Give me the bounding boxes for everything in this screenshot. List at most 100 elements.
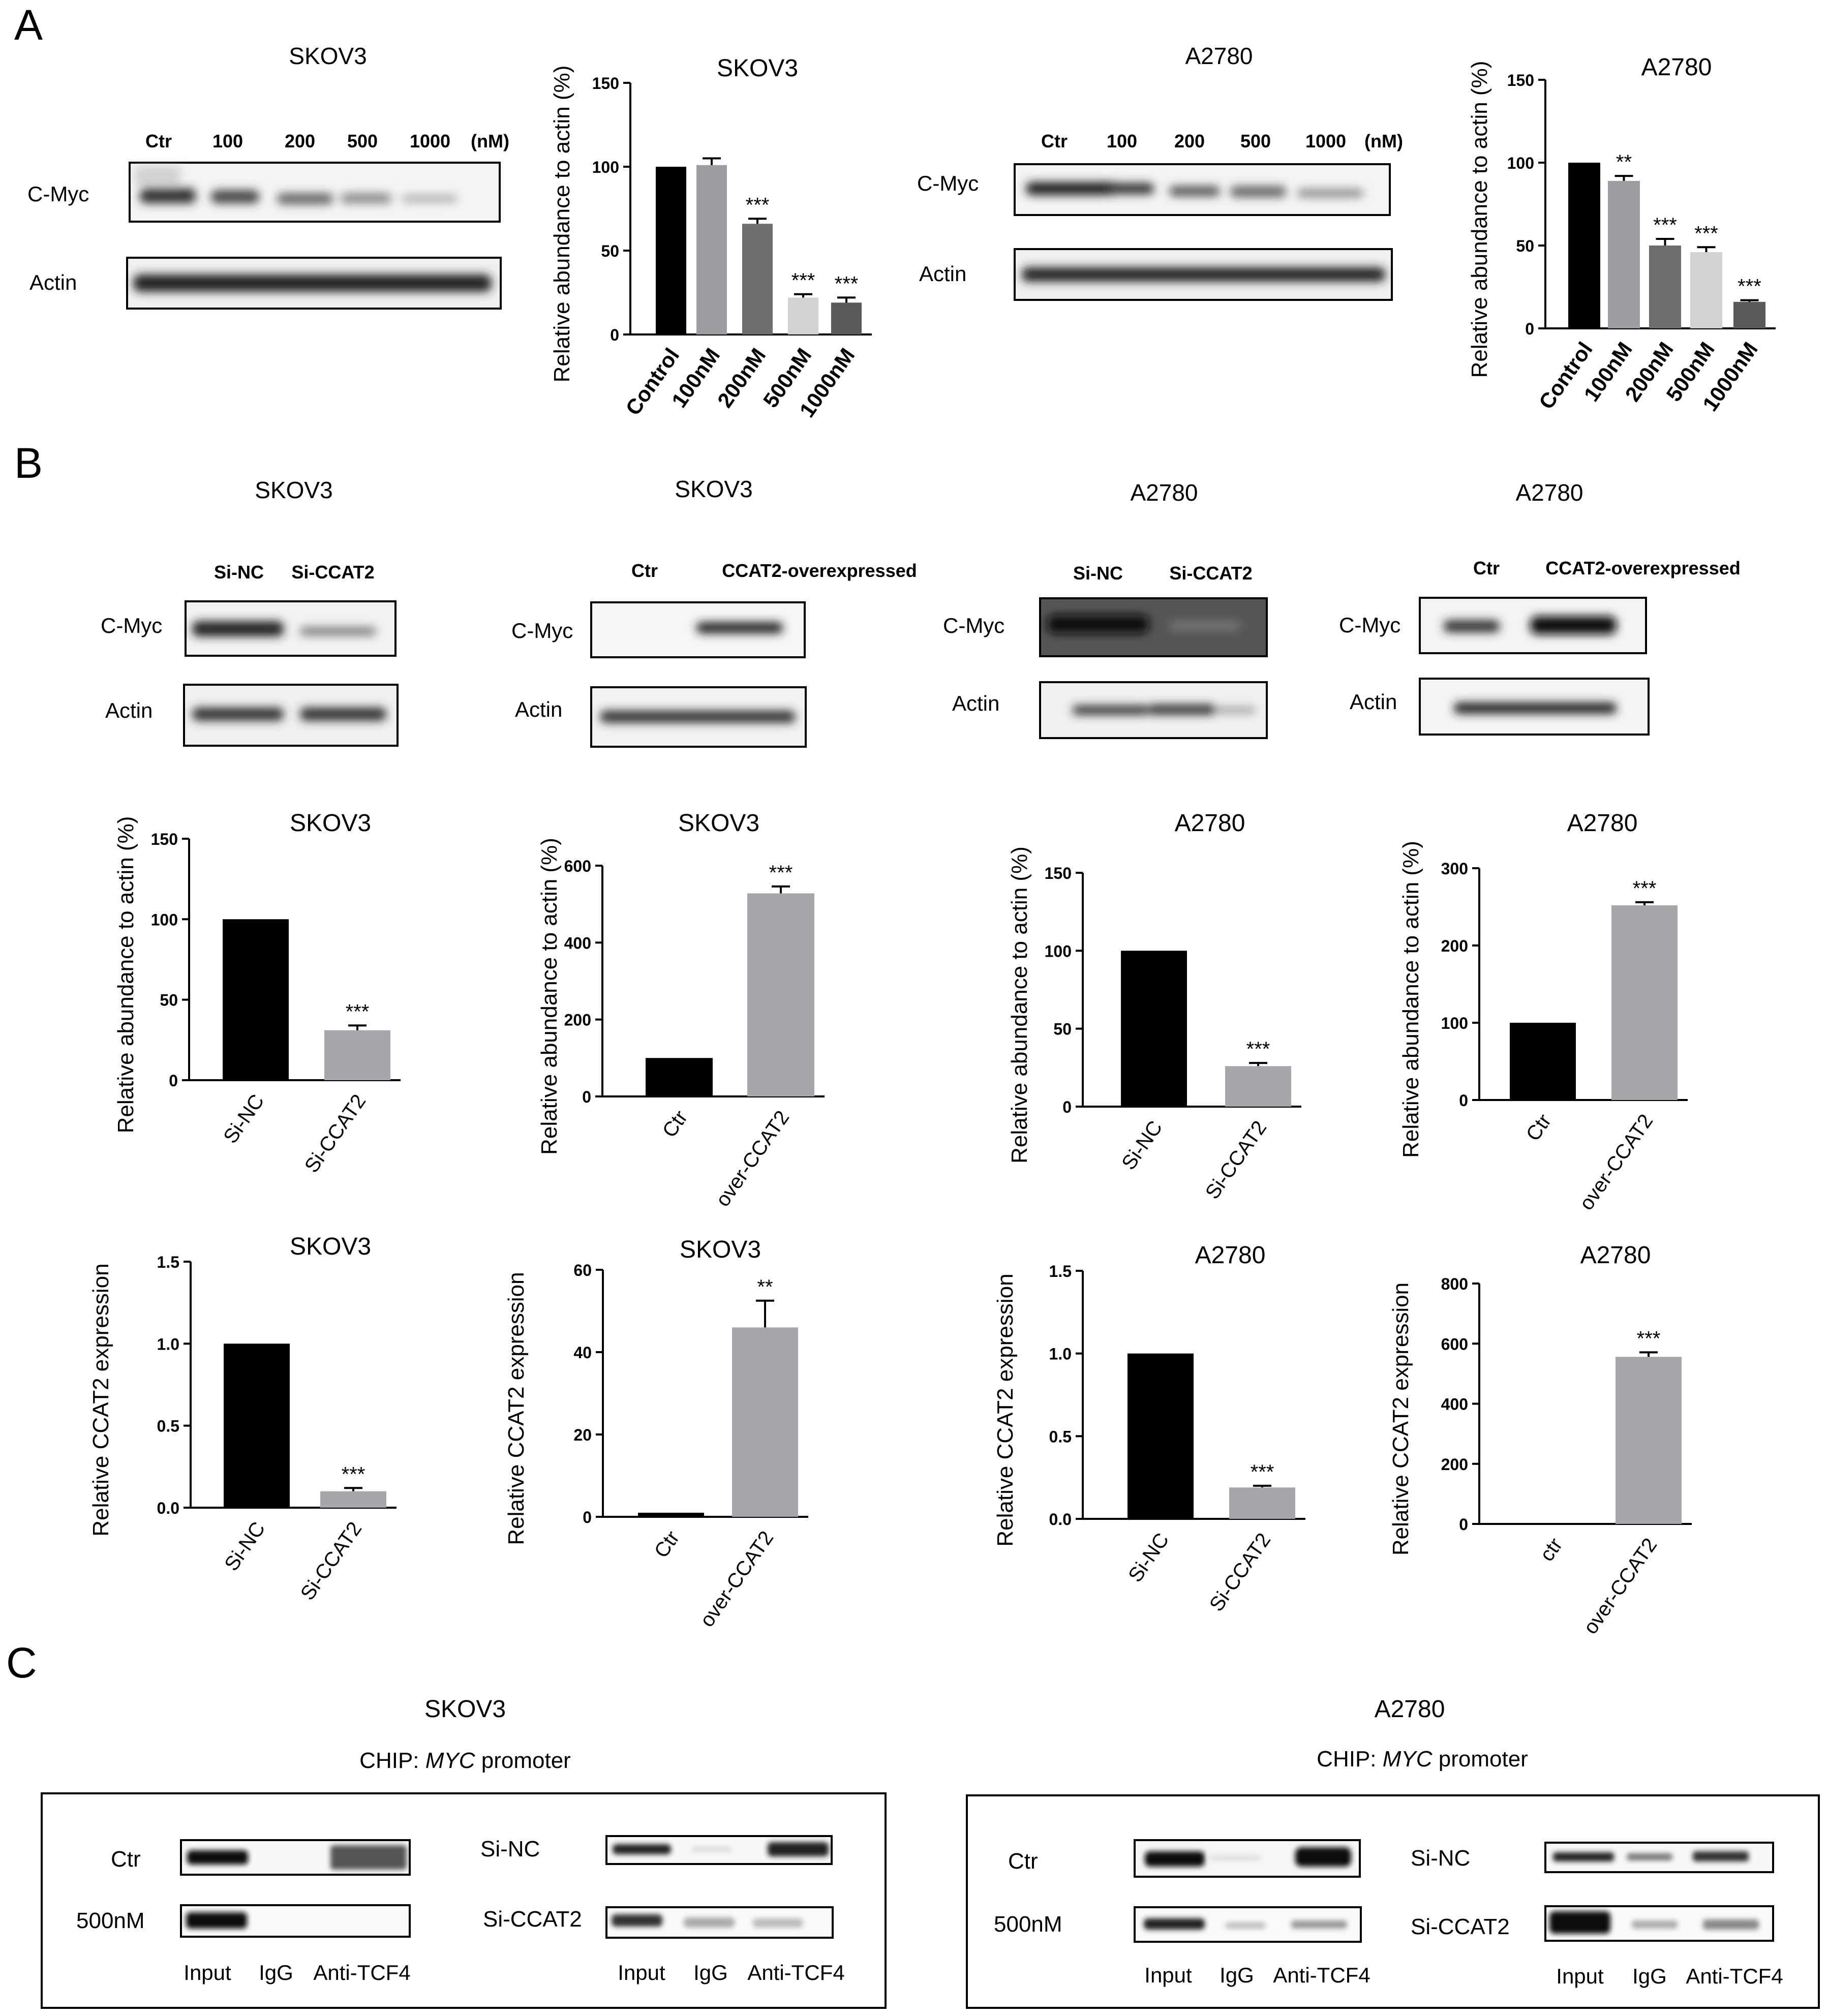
bar (324, 1030, 390, 1080)
y-axis-label: Relative abundance to actin (%) (1467, 61, 1492, 378)
significance-mark: ** (757, 1276, 773, 1298)
blot-b-1: SKOV3 Si-NC Si-CCAT2 C-Myc Actin (101, 477, 399, 747)
bar (1128, 1353, 1194, 1519)
lane-label: Si-NC (214, 562, 264, 583)
significance-mark: *** (1653, 214, 1677, 236)
blot-title: SKOV3 (289, 43, 367, 69)
y-tick-label: 100 (151, 910, 178, 929)
row-label-cmyc: C-Myc (511, 619, 573, 643)
y-tick-label: 0 (169, 1072, 178, 1090)
lane-label: 200 (285, 131, 315, 151)
lane-label: Ctr (1041, 131, 1068, 151)
significance-mark: *** (791, 269, 815, 292)
x-tick-label: Ctr (650, 1527, 684, 1562)
row-label-actin: Actin (952, 691, 999, 715)
bar (696, 165, 727, 334)
x-tick-label: ctr (1536, 1534, 1567, 1566)
y-axis-label: Relative abundance to actin (%) (537, 838, 562, 1155)
significance-mark: *** (1251, 1461, 1274, 1483)
y-tick-label: 0.0 (1049, 1510, 1072, 1529)
bar (656, 167, 686, 334)
bar (747, 893, 814, 1096)
chart-title: SKOV3 (290, 810, 371, 837)
chart-title: A2780 (1641, 54, 1712, 81)
chart-title: SKOV3 (717, 55, 798, 82)
y-tick-label: 1.0 (157, 1335, 179, 1353)
x-tick-label: over-CCAT2 (696, 1527, 778, 1631)
lane-label: Input (1144, 1963, 1192, 1987)
bar-chart: 0 50 100 150 Relative abundance to actin (%)… (1467, 54, 1776, 415)
y-tick-label: 50 (1053, 1020, 1072, 1038)
y-tick-label: 400 (564, 934, 591, 952)
y-axis-label: Relative abundance to actin (%) (1007, 846, 1032, 1164)
blot-bands (133, 274, 492, 292)
lane-label: Input (1556, 1964, 1604, 1988)
y-tick-label: 150 (1045, 864, 1072, 882)
row-label: Ctr (111, 1847, 141, 1872)
chart-title: A2780 (1580, 1242, 1651, 1269)
row-label-actin: Actin (919, 262, 966, 286)
lane-label: (nM) (1364, 131, 1403, 151)
blot-a-skov3: SKOV3 Ctr 100 200 500 1000 (nM) C-Myc Ac… (27, 43, 509, 310)
row-label-cmyc: C-Myc (943, 614, 1004, 637)
lane-label: 1000 (1305, 131, 1346, 151)
chip-subtitle: CHIP: MYC promoter (1317, 1747, 1528, 1771)
significance-mark: *** (746, 194, 770, 216)
blot-title: A2780 (1185, 43, 1253, 69)
significance-mark: *** (835, 272, 859, 295)
blot-title: A2780 (1130, 479, 1198, 506)
bar (1733, 301, 1765, 328)
blot-b-2: SKOV3 Ctr CCAT2-overexpressed C-Myc Acti… (511, 476, 917, 748)
significance-mark: *** (1738, 276, 1761, 298)
bar-chart: 0 50 100 150 Relative abundance to actin (%)… (550, 55, 872, 421)
row-label: Si-CCAT2 (483, 1907, 582, 1932)
blot-title: SKOV3 (255, 477, 332, 503)
y-tick-label: 20 (573, 1426, 592, 1444)
x-tick-label: over-CCAT2 (1579, 1534, 1662, 1638)
lane-label: Input (184, 1961, 231, 1984)
lane-label: 500 (347, 131, 378, 151)
bar-chart: 0 50 100 150 Relative abundance to actin (%)… (113, 810, 401, 1177)
bar (320, 1491, 386, 1508)
lane-label: CCAT2-overexpressed (1545, 558, 1740, 578)
lane-label: Anti-TCF4 (747, 1961, 844, 1984)
lane-label: Si-CCAT2 (1169, 563, 1252, 584)
chip-box (41, 1792, 887, 2009)
row-label-cmyc: C-Myc (101, 614, 162, 637)
y-tick-label: 50 (160, 991, 178, 1010)
bar (1121, 951, 1187, 1107)
row-label-cmyc: C-Myc (917, 171, 979, 195)
row-label: Si-CCAT2 (1411, 1914, 1510, 1939)
bar (638, 1512, 704, 1517)
blot-title: SKOV3 (675, 476, 752, 502)
lane-label: 100 (212, 131, 243, 151)
y-tick-label: 0.0 (157, 1499, 179, 1517)
row-label-actin: Actin (105, 698, 153, 722)
bar (1229, 1487, 1295, 1519)
lane-label: Anti-TCF4 (1686, 1964, 1783, 1988)
x-tick-label: Si-NC (220, 1518, 269, 1575)
y-axis-label: Relative CCAT2 expression (88, 1263, 113, 1536)
bar (646, 1058, 713, 1096)
blot-a-a2780: A2780 Ctr 100 200 500 1000 (nM) C-Myc Ac… (917, 43, 1403, 301)
lane-label: IgG (693, 1961, 728, 1984)
y-axis-label: Relative abundance to actin (%) (1398, 841, 1423, 1158)
bar (1616, 1357, 1682, 1524)
y-tick-label: 0 (1459, 1091, 1468, 1110)
lane-label: Si-NC (1073, 563, 1123, 584)
y-tick-label: 1.0 (1049, 1345, 1072, 1363)
blot-bands (1022, 267, 1385, 282)
chart-title: SKOV3 (680, 1236, 761, 1263)
significance-mark: *** (1637, 1327, 1661, 1350)
lane-label: IgG (259, 1961, 293, 1984)
row-label: Si-NC (480, 1837, 540, 1861)
x-tick-label: Si-CCAT2 (300, 1090, 371, 1177)
y-axis-label: Relative abundance to actin (%) (550, 66, 574, 383)
y-axis-label: Relative CCAT2 expression (504, 1272, 529, 1545)
x-tick-label: over-CCAT2 (712, 1107, 794, 1211)
y-tick-label: 50 (601, 242, 619, 260)
chip-title: SKOV3 (424, 1696, 506, 1723)
x-tick-label: Si-CCAT2 (1201, 1117, 1271, 1203)
